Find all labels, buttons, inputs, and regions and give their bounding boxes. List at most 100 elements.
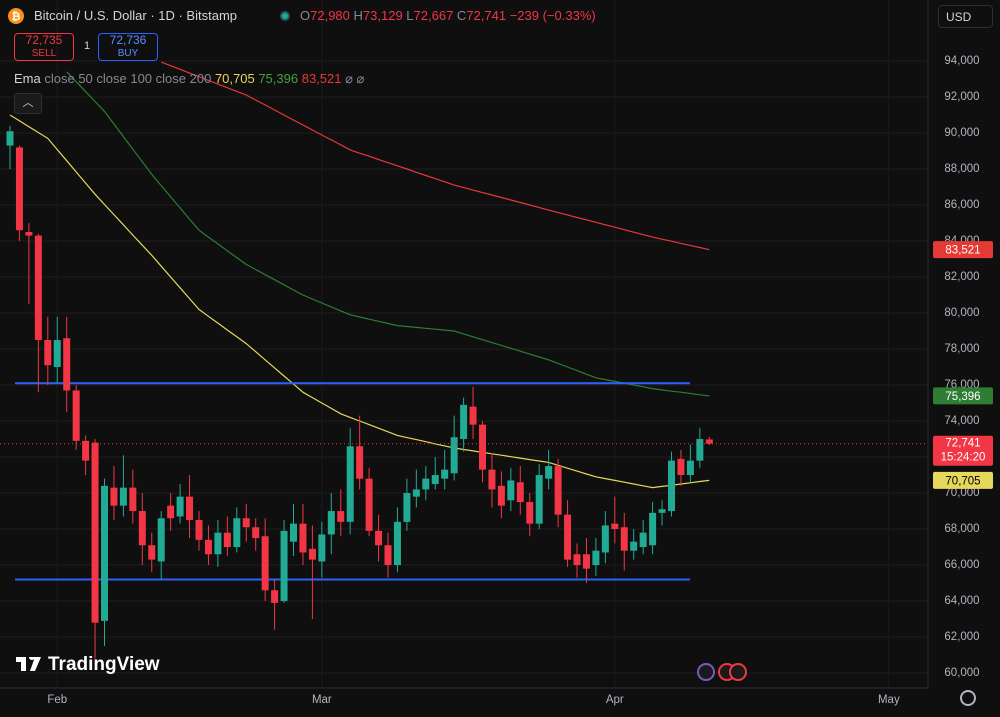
candle-body [573,554,581,566]
logo-shape [16,654,41,671]
change: −239 (−0.33%) [509,8,596,23]
ema-price-tag [933,387,993,405]
y-tick-label: 70,000 [944,487,979,499]
status-dot [282,13,288,19]
candle-body [25,232,33,236]
ema-line [66,71,710,397]
y-tick-label: 78,000 [944,343,979,355]
y-tick-label: 68,000 [944,523,979,535]
candle-body [677,458,685,476]
y-tick-label: 64,000 [944,595,979,607]
candle-body [148,545,156,560]
bitcoin-icon: ₿ [8,8,24,24]
candle-body [53,340,61,368]
hidden-icon[interactable]: ⌀ ⌀ [345,71,365,86]
ema-value: 70,705 [214,71,255,86]
event-icon [729,663,747,681]
candle-body [176,496,184,517]
candle-body [44,340,52,366]
candle-body [705,439,713,444]
candle-body [507,480,515,501]
price-axis-bg [928,0,1000,717]
candle-body [412,489,420,497]
buy-button[interactable]: 72,736 BUY [98,33,158,61]
ohlc-key: O [300,8,311,23]
candle-body [403,493,411,522]
x-tick-label: Mar [312,694,332,706]
candle-body [15,147,23,231]
candle-body [119,487,127,506]
indicator-name: Ema [14,71,41,86]
candle-body [393,521,401,566]
candle-body [167,505,175,519]
ema-value: 83,521 [301,71,342,86]
candle-body [318,534,326,562]
candle-body [441,469,449,479]
candle-body [204,539,212,555]
candle-body [488,469,496,490]
candle-body [535,475,543,524]
time-axis-bg [0,688,1000,717]
candle-body [82,440,90,461]
y-tick-label: 82,000 [944,271,979,283]
brand-logo[interactable]: TradingView [16,654,160,676]
candle-body [384,545,392,566]
candle-body [280,530,288,602]
brand-name: TradingView [48,654,160,675]
market-status[interactable] [280,11,290,21]
settings-button[interactable] [960,690,976,706]
event-icon [697,663,715,681]
candle-body [564,514,572,560]
candle-body [696,439,704,461]
symbol-title[interactable]: Bitcoin / U.S. Dollar · 1D · Bitstamp [34,8,237,23]
candle-body [308,548,316,560]
candle-body [630,541,638,551]
candle-body [658,509,666,513]
candle-body [327,511,335,535]
y-tick-label: 74,000 [944,415,979,427]
svg-text:₿: ₿ [12,11,21,23]
candle-body [375,530,383,546]
indicator-legend[interactable]: Ema close 50 close 100 close 200 70,705 … [14,71,364,87]
candle-body [233,518,241,548]
candle-body [601,525,609,553]
last-price-label: 72,741 [945,438,980,450]
candle-body [526,502,534,524]
candle-body [271,590,279,603]
currency-button[interactable]: USD [938,5,993,28]
ohlc-value: 73,129 [362,8,403,23]
y-tick-label: 60,000 [944,667,979,679]
y-tick-label: 94,000 [944,55,979,67]
collapse-button[interactable]: ︿ [14,93,42,114]
candle-body [479,424,486,470]
sell-price: 72,735 [25,33,63,47]
y-tick-label: 66,000 [944,559,979,571]
plot [0,61,928,681]
buy-label: BUY [117,48,139,59]
quantity[interactable]: 1 [84,40,91,52]
candle-body [129,487,137,512]
candle-body [34,235,42,341]
candle-body [516,482,524,503]
symbol-icon: ₿ [6,6,26,26]
candle-body [101,485,108,621]
last-price-tag [933,435,993,466]
candle-body [469,406,477,425]
ema-tag-label: 75,396 [945,391,980,403]
grid [0,0,928,688]
candle-body [242,518,250,528]
ohlc-value: 72,741 [466,8,507,23]
candle-body [186,496,194,521]
ohlc-value: 72,667 [413,8,454,23]
candle-body [223,532,231,548]
y-tick-label: 86,000 [944,199,979,211]
y-tick-label: 80,000 [944,307,979,319]
ema-line [160,61,710,251]
sell-button[interactable]: 72,735 SELL [14,33,74,61]
x-tick-label: Apr [606,694,624,706]
candle-body [554,466,562,515]
countdown-label: 15:24:20 [941,452,986,464]
candle-body [450,437,458,474]
